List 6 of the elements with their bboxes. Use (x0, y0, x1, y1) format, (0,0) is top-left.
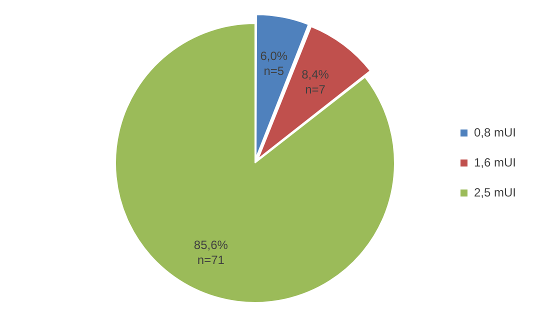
legend-label: 0,8 mUI (474, 125, 516, 140)
data-label: 8,4% n=7 (302, 67, 330, 96)
legend-label: 1,6 mUI (474, 155, 516, 170)
data-label: 6,0% n=5 (260, 49, 288, 78)
legend-label: 2,5 mUI (474, 185, 516, 200)
data-label: 85,6% n=71 (194, 238, 228, 268)
